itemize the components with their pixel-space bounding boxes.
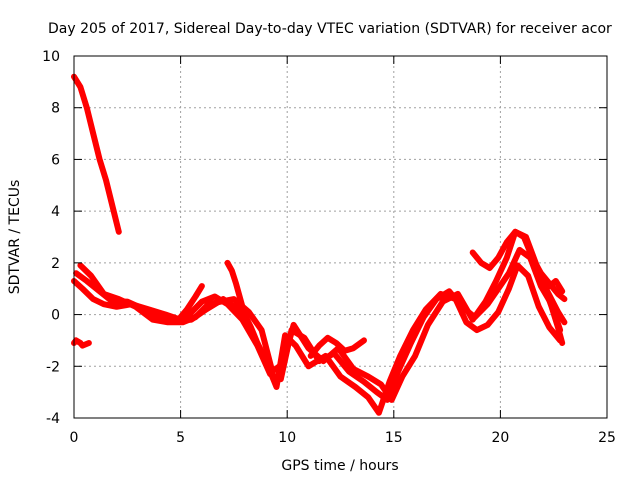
series-track-2 [71,337,92,349]
y-tick-label: 10 [42,49,60,65]
x-tick-label: 25 [598,430,616,446]
y-axis-label: SDTVAR / TECUs [7,180,23,295]
y-tick-label: 4 [51,204,60,220]
x-tick-label: 0 [70,430,79,446]
x-tick-label: 20 [491,430,509,446]
y-tick-label: 6 [51,152,60,168]
series-track-10 [535,275,566,346]
series-track-11 [546,278,566,295]
series-layer [71,73,568,416]
series-track-1 [71,73,122,235]
series-track-8 [307,334,367,359]
chart-title: Day 205 of 2017, Sidereal Day-to-day VTE… [48,21,612,37]
x-tick-label: 5 [176,430,185,446]
axes-layer: 0 5 10 15 20 25 -4 -2 0 2 4 6 8 10 [42,49,616,446]
grid-layer [74,56,607,418]
y-tick-label: 8 [51,101,60,117]
x-tick-label: 10 [278,430,296,446]
series-track-7 [224,259,271,365]
y-tick-label: 0 [51,308,60,324]
y-tick-label: -4 [46,411,60,427]
series-track-6 [175,283,205,323]
y-tick-label: -2 [46,359,60,375]
y-tick-label: 2 [51,256,60,272]
x-tick-label: 15 [385,430,403,446]
series-track-3 [71,262,564,416]
plot-frame [73,55,608,419]
x-axis-label: GPS time / hours [281,458,398,474]
